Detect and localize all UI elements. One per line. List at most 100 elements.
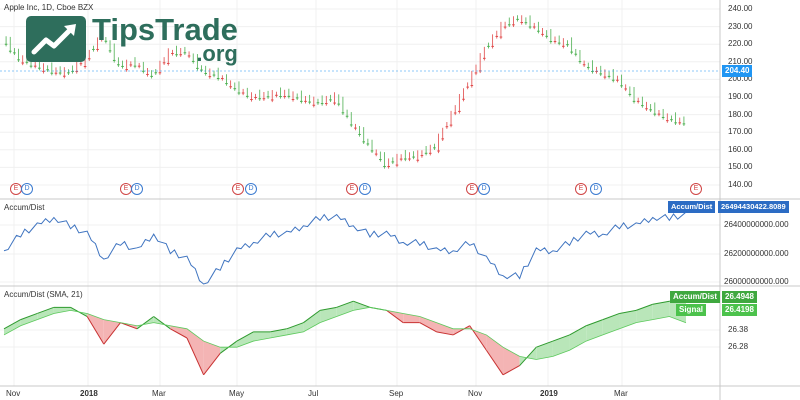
sma-ad-value: 26.4948 xyxy=(722,291,757,303)
candle-body xyxy=(133,65,137,67)
earnings-event-icon[interactable]: E xyxy=(10,183,22,195)
candle-body xyxy=(636,100,640,102)
candle-body xyxy=(562,45,565,47)
candle-body xyxy=(611,79,615,81)
candle-body xyxy=(420,155,424,157)
candle-body xyxy=(158,72,162,74)
candle-body xyxy=(437,150,440,152)
sma-fill-segment xyxy=(602,313,620,335)
earnings-event-icon[interactable]: E xyxy=(466,183,478,195)
ad-sma-line-segment xyxy=(419,322,437,333)
earnings-event-icon[interactable]: E xyxy=(690,183,702,195)
candle-body xyxy=(320,103,324,105)
candle-body xyxy=(537,30,540,32)
ad-sma-line-segment xyxy=(3,319,21,330)
candle-body xyxy=(653,113,657,115)
candle-body xyxy=(196,67,199,69)
sma-fill-segment xyxy=(20,313,38,326)
signal-line xyxy=(3,306,687,360)
candle-body xyxy=(470,85,474,87)
candle-body xyxy=(670,119,673,121)
candle-body xyxy=(678,122,682,124)
candle-body xyxy=(237,92,241,94)
sma-fill-segment xyxy=(552,334,570,357)
logo-name: TipsTrade xyxy=(92,12,238,47)
sma-fill-segment xyxy=(336,301,354,317)
sma-pane-title[interactable]: Accum/Dist (SMA, 21) xyxy=(4,290,83,299)
dividend-event-icon[interactable]: D xyxy=(478,183,490,195)
candle-body xyxy=(121,65,124,67)
accum-dist-line[interactable] xyxy=(3,211,687,285)
ad-value-label: Accum/Dist xyxy=(668,201,716,213)
candle-body xyxy=(487,45,490,47)
candle-body xyxy=(399,158,403,160)
candle-body xyxy=(466,86,469,88)
time-axis-tick: Nov xyxy=(6,389,21,398)
candle-body xyxy=(383,165,386,167)
price-pane-title[interactable]: Apple Inc, 1D, Cboe BZX xyxy=(4,3,94,12)
candle-body xyxy=(287,95,291,97)
candle-body xyxy=(545,35,548,37)
candle-body xyxy=(137,65,141,67)
ad-sma-line-segment xyxy=(20,312,38,321)
ad-sma-line-segment xyxy=(170,328,188,339)
candle-body xyxy=(187,55,191,57)
accum-dist-sma-area[interactable] xyxy=(3,299,687,376)
candle-body xyxy=(553,41,557,43)
candle-body xyxy=(408,158,411,160)
candle-body xyxy=(674,122,677,124)
ad-axis-tick: 26400000000.000 xyxy=(724,220,789,229)
candle-body xyxy=(541,33,544,35)
candle-body xyxy=(245,95,249,97)
candle-body xyxy=(337,103,341,105)
candle-body xyxy=(578,61,582,63)
candle-body xyxy=(424,152,428,154)
candle-body xyxy=(374,153,378,155)
candle-body xyxy=(38,67,41,69)
dividend-event-icon[interactable]: D xyxy=(359,183,371,195)
dividend-event-icon[interactable]: D xyxy=(131,183,143,195)
candle-body xyxy=(258,98,262,100)
candle-body xyxy=(416,159,420,161)
candle-body xyxy=(67,72,70,74)
ad-sma-line-segment xyxy=(103,322,121,345)
candle-body xyxy=(150,75,153,77)
earnings-event-icon[interactable]: E xyxy=(232,183,244,195)
candle-body xyxy=(212,74,216,76)
dividend-event-icon[interactable]: D xyxy=(590,183,602,195)
ad-pane-title[interactable]: Accum/Dist xyxy=(4,203,45,212)
candle-body xyxy=(441,138,445,140)
ad-sma-line-segment xyxy=(120,322,138,330)
candle-body xyxy=(42,70,45,72)
candle-body xyxy=(117,64,120,66)
dividend-event-icon[interactable]: D xyxy=(21,183,33,195)
sma-fill-segment xyxy=(170,325,187,338)
candle-body xyxy=(275,94,278,96)
ad-sma-line-segment xyxy=(552,334,570,342)
candle-body xyxy=(162,62,166,64)
earnings-event-icon[interactable]: E xyxy=(575,183,587,195)
candle-body xyxy=(75,70,79,72)
ad-sma-line-segment xyxy=(569,325,587,336)
candle-body xyxy=(62,75,66,77)
sma-fill-segment xyxy=(236,331,254,348)
candle-body xyxy=(166,62,170,64)
candle-body xyxy=(129,64,133,66)
candle-body xyxy=(324,103,328,105)
earnings-event-icon[interactable]: E xyxy=(346,183,358,195)
candle-body xyxy=(71,70,74,72)
dividend-event-icon[interactable]: D xyxy=(245,183,257,195)
candle-body xyxy=(499,36,503,38)
sma-fill-segment xyxy=(436,322,454,335)
ad-sma-line-segment xyxy=(37,306,55,314)
ad-line xyxy=(3,211,687,285)
earnings-event-icon[interactable]: E xyxy=(120,183,132,195)
candle-body xyxy=(345,115,349,117)
candle-body xyxy=(21,62,25,64)
sma-fill-segment xyxy=(4,319,21,335)
candle-body xyxy=(503,26,507,28)
price-axis-tick: 200.00 xyxy=(728,74,753,84)
candle-body xyxy=(300,100,303,102)
candle-body xyxy=(483,57,486,59)
